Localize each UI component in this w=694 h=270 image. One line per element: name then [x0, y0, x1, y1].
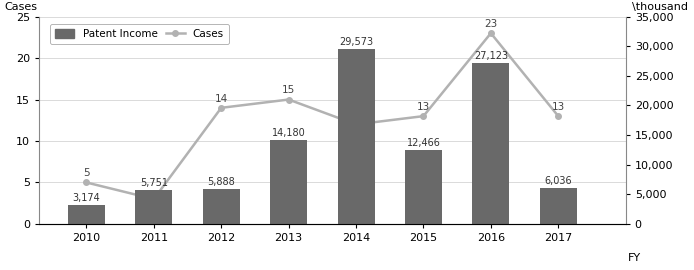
Text: 27,123: 27,123	[474, 51, 508, 61]
Text: 5,751: 5,751	[139, 178, 168, 188]
Text: 3,174: 3,174	[73, 193, 100, 203]
Text: 12,466: 12,466	[407, 138, 441, 148]
Text: 5: 5	[83, 168, 90, 178]
Bar	[270, 140, 307, 224]
Text: 13: 13	[552, 102, 565, 112]
Bar	[473, 63, 509, 224]
Bar	[68, 205, 105, 224]
Text: 5,888: 5,888	[208, 177, 235, 187]
Bar	[135, 190, 172, 224]
Text: 14,180: 14,180	[272, 128, 305, 138]
Text: 14: 14	[214, 94, 228, 104]
Text: 6,036: 6,036	[545, 176, 572, 186]
Legend: Patent Income, Cases: Patent Income, Cases	[50, 24, 229, 44]
Text: 29,573: 29,573	[339, 37, 373, 47]
Bar	[540, 188, 577, 224]
Text: 12: 12	[349, 129, 363, 139]
Bar	[405, 150, 442, 224]
Text: 3: 3	[151, 203, 157, 213]
X-axis label: FY: FY	[628, 253, 641, 263]
Bar	[337, 49, 375, 224]
Y-axis label: Cases: Cases	[4, 2, 37, 12]
Bar	[203, 189, 239, 224]
Text: 13: 13	[417, 102, 430, 112]
Text: 15: 15	[282, 85, 295, 95]
Text: 23: 23	[484, 19, 498, 29]
Y-axis label: \thousand: \thousand	[632, 2, 688, 12]
